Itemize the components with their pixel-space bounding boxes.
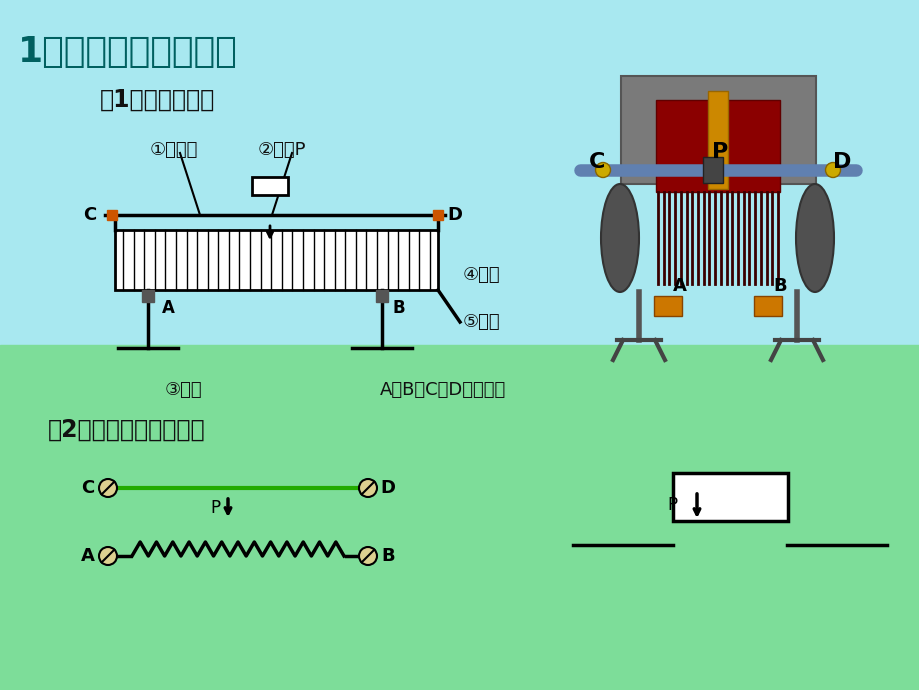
Bar [376, 290, 388, 302]
Text: C: C [588, 152, 605, 172]
Ellipse shape [795, 184, 834, 292]
Bar [252, 177, 288, 195]
Bar [673, 473, 788, 521]
Circle shape [99, 547, 117, 565]
Text: ②滑片P: ②滑片P [257, 141, 306, 159]
Text: ③线圈: ③线圈 [165, 381, 202, 399]
Text: B: B [380, 547, 394, 565]
Text: ①金属棒: ①金属棒 [150, 141, 199, 159]
Text: （1）实物及名称: （1）实物及名称 [100, 88, 215, 112]
Bar [620, 76, 815, 184]
Ellipse shape [824, 163, 840, 177]
Circle shape [99, 479, 117, 497]
Text: C: C [81, 479, 95, 497]
Text: P: P [711, 142, 727, 162]
Text: P: P [666, 496, 676, 514]
Bar [142, 290, 153, 302]
Ellipse shape [600, 184, 639, 292]
Text: A、B、C、D为接线柱: A、B、C、D为接线柱 [380, 381, 505, 399]
Text: A: A [162, 299, 175, 317]
Bar [708, 91, 727, 189]
Text: B: B [772, 277, 786, 295]
Bar [433, 210, 443, 220]
Bar [754, 296, 781, 316]
Text: ④瓷筒: ④瓷筒 [462, 266, 500, 284]
Text: （2）结构示意图和符号: （2）结构示意图和符号 [48, 418, 206, 442]
Bar [107, 210, 117, 220]
Bar [0, 345, 919, 690]
Text: D: D [447, 206, 462, 224]
Circle shape [358, 479, 377, 497]
Text: D: D [380, 479, 395, 497]
Text: A: A [81, 547, 95, 565]
Text: C: C [84, 206, 96, 224]
Text: P: P [210, 499, 220, 517]
Bar [655, 100, 779, 192]
Text: A: A [673, 277, 686, 295]
Text: 1、滑动变阻器的构造: 1、滑动变阻器的构造 [18, 35, 237, 69]
Circle shape [358, 547, 377, 565]
Text: D: D [832, 152, 850, 172]
Text: ⑤支架: ⑤支架 [462, 313, 500, 331]
Bar [115, 230, 437, 290]
Bar [653, 296, 681, 316]
Text: B: B [392, 299, 405, 317]
Bar [702, 157, 722, 183]
Ellipse shape [595, 163, 610, 177]
